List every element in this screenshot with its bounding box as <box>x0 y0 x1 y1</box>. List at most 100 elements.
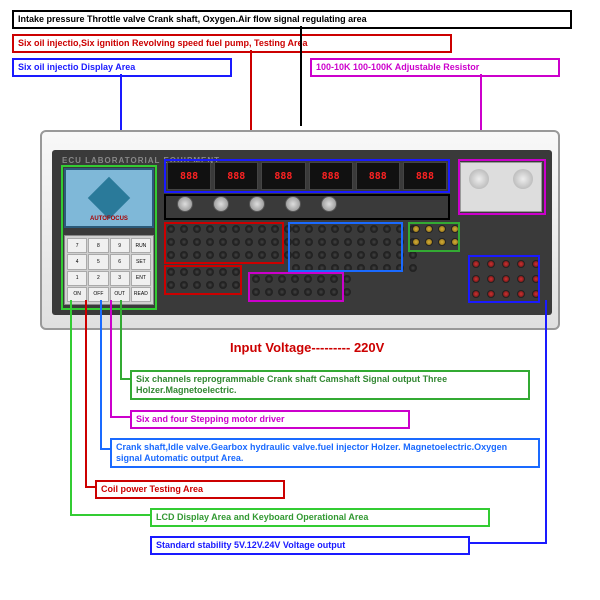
jack-bnc[interactable] <box>451 238 459 246</box>
jack[interactable] <box>265 275 273 283</box>
jack[interactable] <box>396 251 404 259</box>
jack[interactable] <box>292 264 300 272</box>
jack[interactable] <box>330 275 338 283</box>
jack[interactable] <box>344 238 352 246</box>
jack[interactable] <box>167 281 175 289</box>
jack[interactable] <box>180 238 188 246</box>
key[interactable]: 5 <box>88 254 108 269</box>
jack[interactable] <box>245 225 253 233</box>
key[interactable]: 1 <box>67 271 87 286</box>
jack[interactable] <box>193 281 201 289</box>
jack[interactable] <box>383 238 391 246</box>
jack[interactable] <box>304 275 312 283</box>
jack[interactable] <box>284 225 292 233</box>
jack[interactable] <box>167 225 175 233</box>
jack[interactable] <box>383 225 391 233</box>
jack[interactable] <box>317 275 325 283</box>
jack[interactable] <box>193 251 201 259</box>
jack-power[interactable] <box>532 275 540 283</box>
jack[interactable] <box>292 238 300 246</box>
jack[interactable] <box>245 251 253 259</box>
jack[interactable] <box>318 264 326 272</box>
jack[interactable] <box>278 288 286 296</box>
jack-power[interactable] <box>472 260 480 268</box>
jack[interactable] <box>331 225 339 233</box>
jack-bnc[interactable] <box>438 225 446 233</box>
jack[interactable] <box>271 251 279 259</box>
jack[interactable] <box>343 288 351 296</box>
jack[interactable] <box>219 251 227 259</box>
jack[interactable] <box>396 264 404 272</box>
key[interactable]: 7 <box>67 238 87 253</box>
jack[interactable] <box>292 225 300 233</box>
jack[interactable] <box>180 268 188 276</box>
jack[interactable] <box>357 264 365 272</box>
jack[interactable] <box>232 281 240 289</box>
jack[interactable] <box>331 238 339 246</box>
jack[interactable] <box>317 288 325 296</box>
jack[interactable] <box>396 238 404 246</box>
key[interactable]: SET <box>131 254 151 269</box>
jack-power[interactable] <box>517 290 525 298</box>
jack[interactable] <box>278 275 286 283</box>
jack[interactable] <box>370 251 378 259</box>
jack[interactable] <box>206 281 214 289</box>
jack-power[interactable] <box>472 290 480 298</box>
knob[interactable] <box>321 196 337 212</box>
jack[interactable] <box>232 251 240 259</box>
jack[interactable] <box>284 251 292 259</box>
jack[interactable] <box>370 238 378 246</box>
jack[interactable] <box>252 275 260 283</box>
jack[interactable] <box>343 275 351 283</box>
jack[interactable] <box>258 238 266 246</box>
jack[interactable] <box>291 288 299 296</box>
jack-bnc[interactable] <box>425 238 433 246</box>
jack-power[interactable] <box>502 275 510 283</box>
jack[interactable] <box>232 238 240 246</box>
jack[interactable] <box>357 225 365 233</box>
jack-power[interactable] <box>487 290 495 298</box>
jack[interactable] <box>305 264 313 272</box>
knob[interactable] <box>213 196 229 212</box>
jack[interactable] <box>331 264 339 272</box>
jack[interactable] <box>232 268 240 276</box>
jack[interactable] <box>330 288 338 296</box>
jack[interactable] <box>232 225 240 233</box>
jack-power[interactable] <box>532 290 540 298</box>
key[interactable]: 2 <box>88 271 108 286</box>
jack[interactable] <box>193 268 201 276</box>
knob[interactable] <box>177 196 193 212</box>
jack[interactable] <box>291 275 299 283</box>
jack-power[interactable] <box>532 260 540 268</box>
jack-power[interactable] <box>502 290 510 298</box>
jack[interactable] <box>245 238 253 246</box>
jack[interactable] <box>304 288 312 296</box>
jack[interactable] <box>331 251 339 259</box>
jack-power[interactable] <box>487 260 495 268</box>
jack[interactable] <box>370 225 378 233</box>
jack[interactable] <box>180 281 188 289</box>
jack-bnc[interactable] <box>438 238 446 246</box>
jack[interactable] <box>370 264 378 272</box>
jack[interactable] <box>206 251 214 259</box>
key[interactable]: RUN <box>131 238 151 253</box>
jack[interactable] <box>305 238 313 246</box>
jack[interactable] <box>409 251 417 259</box>
jack[interactable] <box>271 238 279 246</box>
jack[interactable] <box>318 238 326 246</box>
jack[interactable] <box>344 264 352 272</box>
jack[interactable] <box>180 251 188 259</box>
jack[interactable] <box>396 225 404 233</box>
jack-power[interactable] <box>502 260 510 268</box>
jack-bnc[interactable] <box>425 225 433 233</box>
jack[interactable] <box>292 251 300 259</box>
jack[interactable] <box>167 238 175 246</box>
knob[interactable] <box>285 196 301 212</box>
key[interactable]: 4 <box>67 254 87 269</box>
jack[interactable] <box>344 225 352 233</box>
jack-power[interactable] <box>517 275 525 283</box>
jack-power[interactable] <box>472 275 480 283</box>
jack[interactable] <box>265 288 273 296</box>
jack[interactable] <box>271 225 279 233</box>
knob[interactable] <box>249 196 265 212</box>
